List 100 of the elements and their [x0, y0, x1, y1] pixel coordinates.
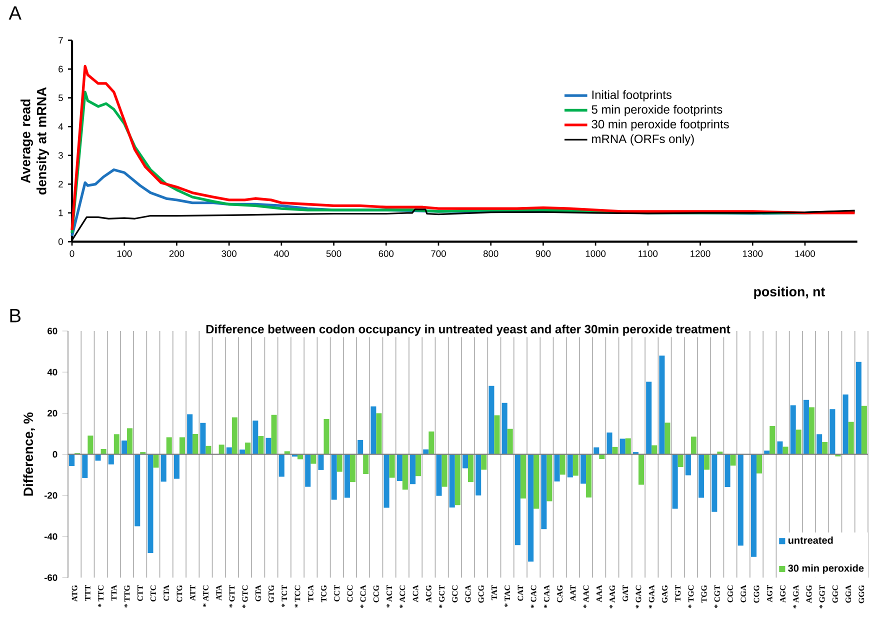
bar [646, 382, 652, 454]
bar [153, 454, 159, 468]
bar [350, 454, 356, 482]
bar [816, 434, 822, 454]
x-tick-label: * ACC [400, 586, 406, 608]
x-tick-label: GGC [832, 586, 838, 603]
x-tick-label: AGG [806, 585, 812, 604]
legend-label: mRNA (ORFs only) [592, 134, 694, 146]
x-tick-label: * CAA [544, 585, 550, 608]
bar [481, 454, 487, 470]
bar [423, 449, 429, 454]
bar [756, 454, 762, 474]
x-tick-label: CTC [150, 586, 156, 602]
x-axis-title: position, nt [754, 286, 825, 300]
bar [580, 454, 586, 484]
bar [462, 454, 468, 468]
legend-label: 5 min peroxide footprints [592, 104, 722, 116]
chart-title: Difference between codon occupancy in untreated yeast and after 30min peroxide treatment [206, 324, 730, 336]
bar [88, 436, 94, 454]
bar [685, 454, 691, 476]
bar [488, 386, 494, 454]
x-tick-label: * GTT [229, 585, 235, 608]
bar [704, 454, 710, 470]
text: A [8, 6, 22, 20]
bar [652, 445, 658, 454]
bar [777, 441, 783, 454]
bar [370, 406, 376, 454]
x-tick-label: * TTG [124, 585, 130, 608]
bar [572, 454, 578, 476]
x-tick-label: * ATC [203, 586, 208, 607]
bar [252, 420, 258, 454]
bar [724, 454, 730, 488]
y-axis-title: Average read density at mRNA [20, 87, 49, 195]
bar [454, 454, 460, 506]
x-tick-label: GAG [662, 585, 668, 603]
x-tick-label: AGT [766, 585, 772, 602]
bar [712, 454, 718, 512]
bar [396, 454, 402, 482]
bar [284, 451, 290, 454]
x-tick-label: 1400 [795, 250, 815, 257]
bar [266, 438, 272, 454]
bar [402, 454, 408, 490]
x-tick-label: * GAA [648, 585, 654, 608]
x-tick-label: GAT [622, 585, 628, 602]
bar [218, 444, 224, 454]
bar [468, 454, 474, 482]
bar [738, 454, 744, 546]
bar [842, 394, 848, 454]
x-tick-label: ACG [426, 585, 432, 603]
bar [690, 436, 696, 454]
y-tick-label: 20 [48, 410, 58, 417]
x-tick-label: * TTC [98, 586, 104, 608]
bar [226, 447, 232, 454]
x-tick-label: TAT [492, 585, 497, 600]
bar [494, 415, 500, 454]
bar [240, 450, 246, 454]
x-tick-label: * GAC [636, 586, 642, 608]
x-tick-label: 1000 [586, 250, 606, 257]
bar [410, 454, 416, 484]
bar [148, 454, 154, 553]
bar [528, 454, 534, 562]
bar [179, 437, 185, 454]
x-tick-label: * TGC [688, 586, 694, 608]
bar [856, 362, 862, 454]
bar [271, 414, 277, 454]
x-tick-label: 1100 [638, 250, 658, 257]
bar [258, 436, 264, 454]
bar [449, 454, 455, 508]
bar [698, 454, 704, 498]
bar [278, 454, 284, 477]
bar [861, 406, 867, 454]
x-tick-label: * AGA [793, 585, 799, 608]
bar [534, 454, 540, 509]
bar [310, 454, 316, 464]
x-tick-label: 500 [326, 250, 342, 257]
bar [436, 454, 442, 496]
bar [305, 454, 311, 487]
x-tick-label: TGG [701, 585, 707, 603]
bar [848, 422, 854, 454]
x-tick-label: 0 [70, 250, 74, 257]
bar [678, 454, 684, 468]
x-tick-label: 100 [117, 250, 132, 257]
bar [206, 446, 212, 454]
bar [298, 454, 304, 460]
x-tick-label: GTA [255, 584, 261, 602]
bar [324, 418, 330, 454]
x-tick-label: TTA [111, 584, 117, 601]
x-tick-label: * GGT [819, 585, 825, 608]
bar [82, 454, 88, 478]
bar [100, 448, 106, 454]
x-tick-label: 700 [431, 250, 446, 257]
bar [69, 454, 75, 466]
legend-label: untreated [788, 536, 833, 544]
x-tick-label: * CGT [714, 585, 720, 608]
x-tick-label: * CAC [530, 586, 536, 608]
legend-label: 30 min peroxide [788, 564, 864, 574]
x-tick-label: * AAG [610, 585, 615, 608]
x-tick-label: 400 [274, 250, 289, 257]
bar [546, 454, 552, 502]
bar [594, 447, 600, 454]
